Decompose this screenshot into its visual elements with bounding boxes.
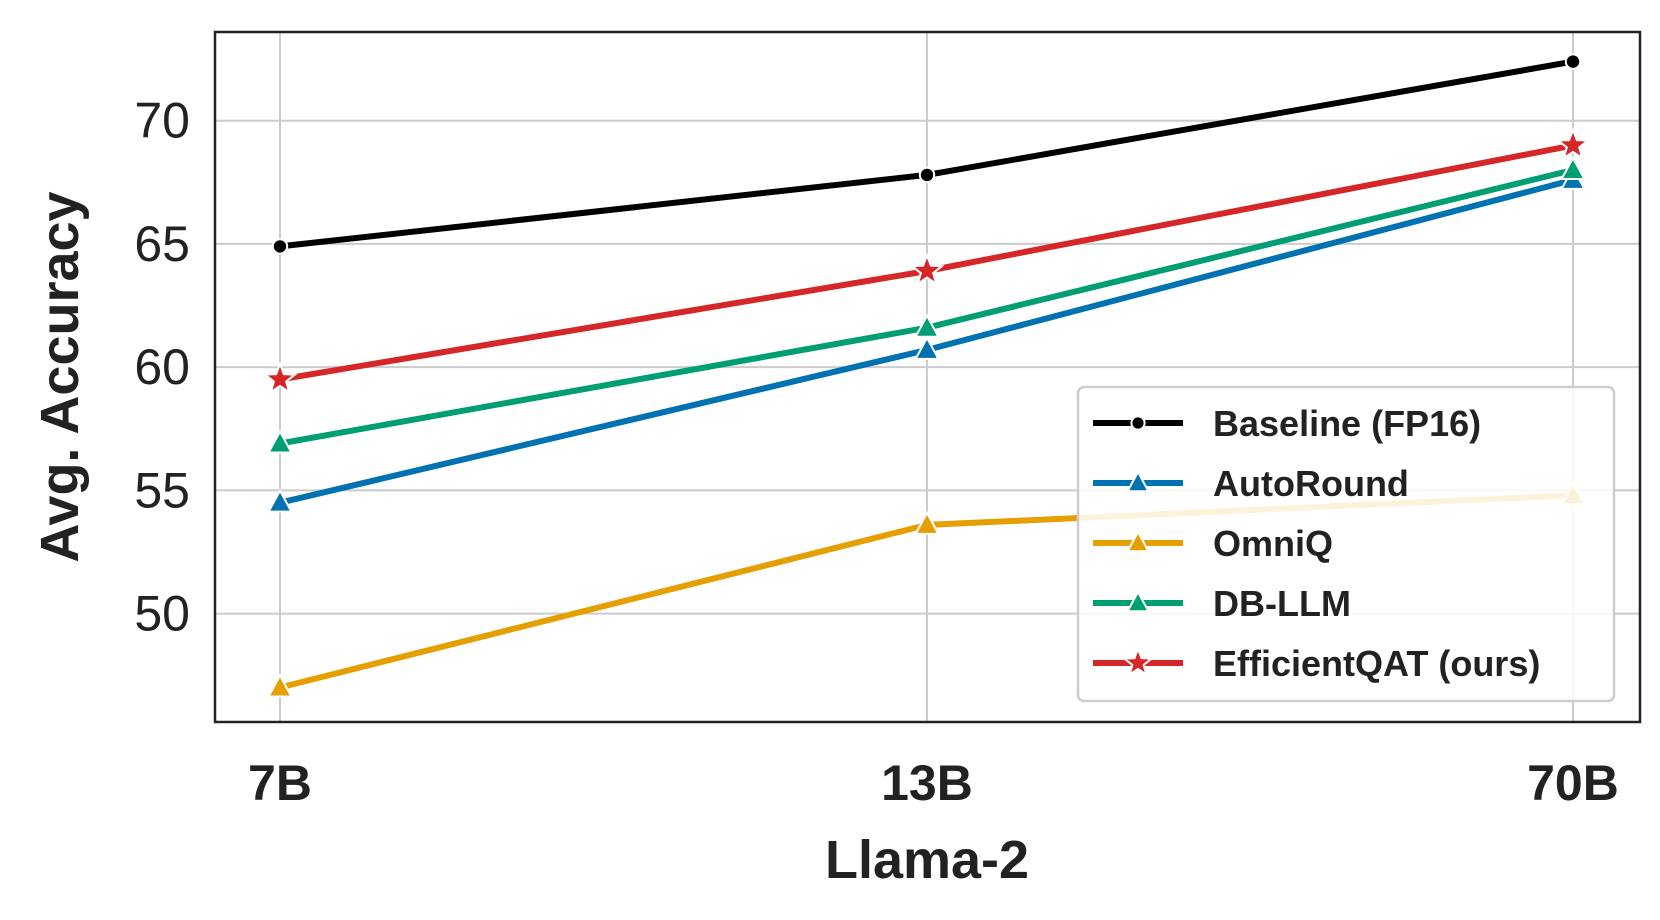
y-axis-label: Avg. Accuracy bbox=[30, 191, 90, 562]
data-point-efficientqat-ours bbox=[1555, 126, 1591, 161]
x-tick-label: 7B bbox=[248, 755, 312, 811]
legend-label-db-llm: DB-LLM bbox=[1213, 583, 1351, 624]
data-point-db-llm bbox=[913, 313, 941, 338]
data-point-baseline-fp16 bbox=[918, 166, 936, 184]
legend-label-autoround: AutoRound bbox=[1213, 463, 1409, 504]
legend-marker-autoround bbox=[1125, 469, 1151, 493]
data-point-db-llm bbox=[1559, 155, 1587, 180]
y-tick-label: 55 bbox=[134, 462, 190, 518]
legend-marker-omniq bbox=[1125, 529, 1151, 553]
data-point-omniq bbox=[266, 673, 294, 698]
legend-label-efficientqat-ours: EfficientQAT (ours) bbox=[1213, 643, 1540, 684]
x-axis-ticks: 7B 13B 70B bbox=[248, 755, 1619, 811]
plot-frame bbox=[213, 30, 1642, 724]
data-point-db-llm bbox=[266, 429, 294, 454]
data-point-omniq bbox=[913, 510, 941, 535]
data-point-efficientqat-ours bbox=[262, 361, 298, 395]
legend-marker-db-llm bbox=[1125, 589, 1151, 613]
data-point-baseline-fp16 bbox=[271, 238, 289, 255]
y-tick-label: 65 bbox=[134, 216, 190, 272]
x-axis-label: Llama-2 bbox=[825, 830, 1029, 890]
legend: Baseline (FP16) AutoRound OmniQ DB-LLM Effic… bbox=[1076, 385, 1616, 703]
y-tick-label: 60 bbox=[134, 339, 190, 395]
series-markers bbox=[262, 53, 1591, 698]
y-tick-label: 50 bbox=[134, 586, 190, 642]
x-tick-label: 13B bbox=[881, 755, 973, 811]
legend-box bbox=[1076, 385, 1616, 703]
legend-label-baseline-fp16: Baseline (FP16) bbox=[1213, 403, 1481, 444]
y-axis-ticks: 50 55 60 65 70 bbox=[134, 93, 190, 642]
legend-label-omniq: OmniQ bbox=[1213, 523, 1333, 564]
data-point-baseline-fp16 bbox=[1564, 53, 1582, 70]
data-point-efficientqat-ours bbox=[909, 252, 945, 287]
y-tick-label: 70 bbox=[134, 93, 190, 149]
x-tick-label: 70B bbox=[1527, 755, 1619, 811]
data-point-autoround bbox=[266, 488, 294, 513]
legend-marker-baseline-fp16 bbox=[1130, 415, 1146, 431]
data-point-autoround bbox=[913, 335, 941, 360]
legend-marker-efficientqat-ours bbox=[1121, 645, 1155, 677]
